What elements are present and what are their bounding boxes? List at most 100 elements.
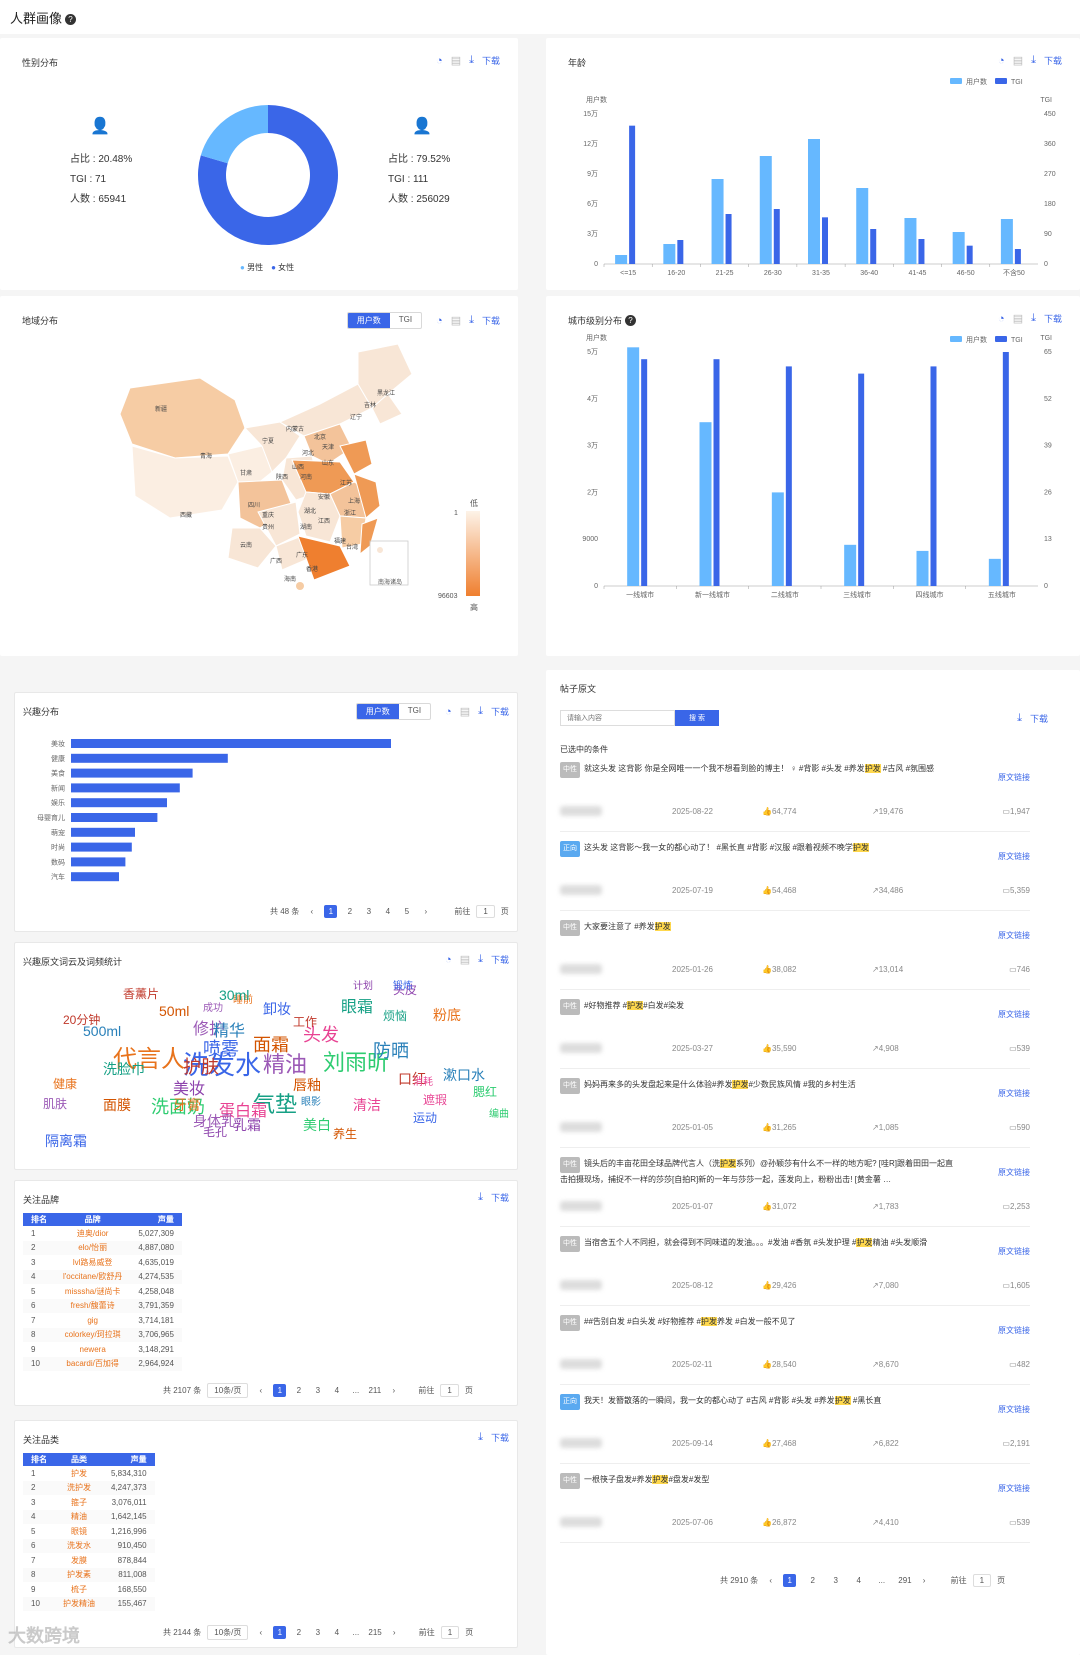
table-cell[interactable]: fresh/馥蕾诗 <box>70 1301 115 1311</box>
table-cell[interactable]: bacardi/百加得 <box>66 1359 119 1369</box>
table-cell[interactable]: colorkey/珂拉琪 <box>64 1330 121 1340</box>
download-link[interactable]: 下载 <box>490 1193 509 1203</box>
download-link[interactable]: 下载 <box>481 316 500 326</box>
table-cell[interactable]: 护发素 <box>67 1570 91 1580</box>
page-number[interactable]: 291 <box>898 1576 912 1585</box>
cloud-word[interactable]: 烦恼 <box>383 1009 408 1023</box>
download-link[interactable]: 下载 <box>1043 314 1062 324</box>
table-cell[interactable]: l'occitane/欧舒丹 <box>63 1272 123 1282</box>
toggle-user-count[interactable]: 用户数 <box>356 704 399 719</box>
cloud-word[interactable]: 头发 <box>303 1025 339 1045</box>
cloud-word[interactable]: 蛋白霜 <box>219 1103 268 1120</box>
cloud-word[interactable]: 50ml <box>159 1003 190 1019</box>
original-link[interactable]: 原文链接 <box>998 931 1030 940</box>
cloud-word[interactable]: 牙膏 <box>173 1097 201 1113</box>
cloud-word[interactable]: 锻炼 <box>393 981 413 992</box>
search-button[interactable]: 搜 索 <box>675 710 719 726</box>
table-icon[interactable]: ▤ <box>450 55 462 67</box>
cloud-word[interactable]: 喷雾 <box>203 1039 239 1059</box>
table-icon[interactable]: ▤ <box>450 315 462 327</box>
table-icon[interactable]: ▤ <box>1012 313 1024 325</box>
prev-page[interactable]: ‹ <box>259 1628 263 1637</box>
download-icon[interactable]: ⤓ <box>1031 312 1036 324</box>
cloud-word[interactable]: 修护 <box>193 1021 226 1038</box>
table-cell[interactable]: lvl路易威登 <box>72 1257 113 1267</box>
next-page[interactable]: › <box>392 1628 396 1637</box>
table-cell[interactable]: 箍子 <box>71 1497 87 1507</box>
cloud-word[interactable]: 500ml <box>83 1023 122 1039</box>
cloud-word[interactable]: 头皮 <box>393 983 418 997</box>
page-number[interactable]: ... <box>878 1576 886 1585</box>
cloud-word[interactable]: 毛孔 <box>203 1125 228 1139</box>
cloud-word[interactable]: 代言人 <box>113 1046 185 1073</box>
china-map[interactable] <box>0 296 518 656</box>
page-number[interactable]: 4 <box>334 1386 340 1395</box>
prev-page[interactable]: ‹ <box>310 907 314 916</box>
table-cell[interactable]: 迪奥/dior <box>76 1228 109 1238</box>
legend-female[interactable]: ● 女性 <box>271 263 295 272</box>
cloud-word[interactable]: 眼影 <box>301 1097 321 1108</box>
cloud-word[interactable]: 面膜 <box>103 1097 131 1113</box>
page-number[interactable]: 1 <box>273 1384 287 1397</box>
cloud-word[interactable]: 30ml <box>219 987 250 1003</box>
download-icon[interactable]: ⤓ <box>478 953 483 965</box>
original-link[interactable]: 原文链接 <box>998 1168 1030 1177</box>
original-link[interactable]: 原文链接 <box>998 1089 1030 1098</box>
toggle-tgi[interactable]: TGI <box>407 706 422 715</box>
pie-chart-icon[interactable]: ◔ <box>436 314 443 327</box>
page-number[interactable]: 4 <box>856 1576 861 1585</box>
original-link[interactable]: 原文链接 <box>998 1247 1030 1256</box>
goto-input[interactable]: 1 <box>440 1384 459 1397</box>
legend-male[interactable]: ● 男性 <box>240 263 264 272</box>
page-number[interactable]: 215 <box>368 1628 382 1637</box>
pie-chart-icon[interactable]: ◔ <box>445 953 452 966</box>
table-cell[interactable]: elo/怡丽 <box>78 1243 108 1253</box>
pie-chart-icon[interactable]: ◔ <box>445 705 452 718</box>
goto-input[interactable]: 1 <box>440 1626 460 1639</box>
page-size-select[interactable]: 10条/页 <box>207 1625 249 1640</box>
page-number[interactable]: 4 <box>334 1628 340 1637</box>
cloud-word[interactable]: 腮红 <box>473 1085 498 1099</box>
page-number[interactable]: 2 <box>347 907 353 916</box>
pie-chart-icon[interactable]: ◔ <box>436 54 443 67</box>
page-number[interactable]: 1 <box>273 1626 287 1639</box>
page-number[interactable]: 5 <box>404 907 410 916</box>
page-number[interactable]: 1 <box>324 905 338 918</box>
page-number[interactable]: 2 <box>296 1386 302 1395</box>
table-cell[interactable]: newera <box>79 1344 106 1354</box>
page-number[interactable]: 211 <box>368 1386 382 1395</box>
download-link[interactable]: 下载 <box>1043 56 1062 66</box>
cloud-word[interactable]: 防晒 <box>373 1041 409 1061</box>
download-link[interactable]: 下载 <box>490 707 509 717</box>
cloud-word[interactable]: 身体乳 <box>193 1113 235 1129</box>
download-icon[interactable]: ⤓ <box>478 1431 483 1443</box>
cloud-word[interactable]: 成功 <box>203 1003 223 1014</box>
table-cell[interactable]: 梳子 <box>71 1584 87 1594</box>
cloud-word[interactable]: 睡前 <box>233 995 253 1006</box>
help-icon[interactable]: ? <box>625 315 637 326</box>
cloud-word[interactable]: 洗面奶 <box>151 1097 205 1117</box>
table-icon[interactable]: ▤ <box>1012 55 1024 67</box>
original-link[interactable]: 原文链接 <box>998 1326 1030 1335</box>
download-link[interactable]: 下载 <box>490 1433 509 1443</box>
cloud-word[interactable]: 唇釉 <box>293 1077 321 1093</box>
download-icon[interactable]: ⤓ <box>469 314 474 326</box>
toggle-user-count[interactable]: 用户数 <box>347 313 390 328</box>
cloud-word[interactable]: 粉底 <box>433 1007 461 1023</box>
table-cell[interactable]: 精油 <box>71 1512 87 1522</box>
cloud-word[interactable]: 香薰片 <box>123 987 160 1001</box>
page-number[interactable]: 2 <box>810 1576 815 1585</box>
table-cell[interactable]: misssha/谜尚卡 <box>64 1286 121 1296</box>
download-link[interactable]: 下载 <box>490 955 509 965</box>
download-icon[interactable]: ⤓ <box>1031 54 1036 66</box>
table-cell[interactable]: 护发精油 <box>63 1599 95 1609</box>
pie-chart-icon[interactable]: ◔ <box>998 312 1005 325</box>
page-number[interactable]: ... <box>352 1386 360 1395</box>
page-number[interactable]: 1 <box>783 1574 797 1587</box>
cloud-word[interactable]: 编曲 <box>489 1109 509 1120</box>
search-input[interactable] <box>560 710 675 726</box>
next-page[interactable]: › <box>922 1576 926 1585</box>
table-cell[interactable]: 洗护发 <box>67 1483 91 1493</box>
page-number[interactable]: 2 <box>296 1628 302 1637</box>
download-icon[interactable]: ⤓ <box>469 54 474 66</box>
